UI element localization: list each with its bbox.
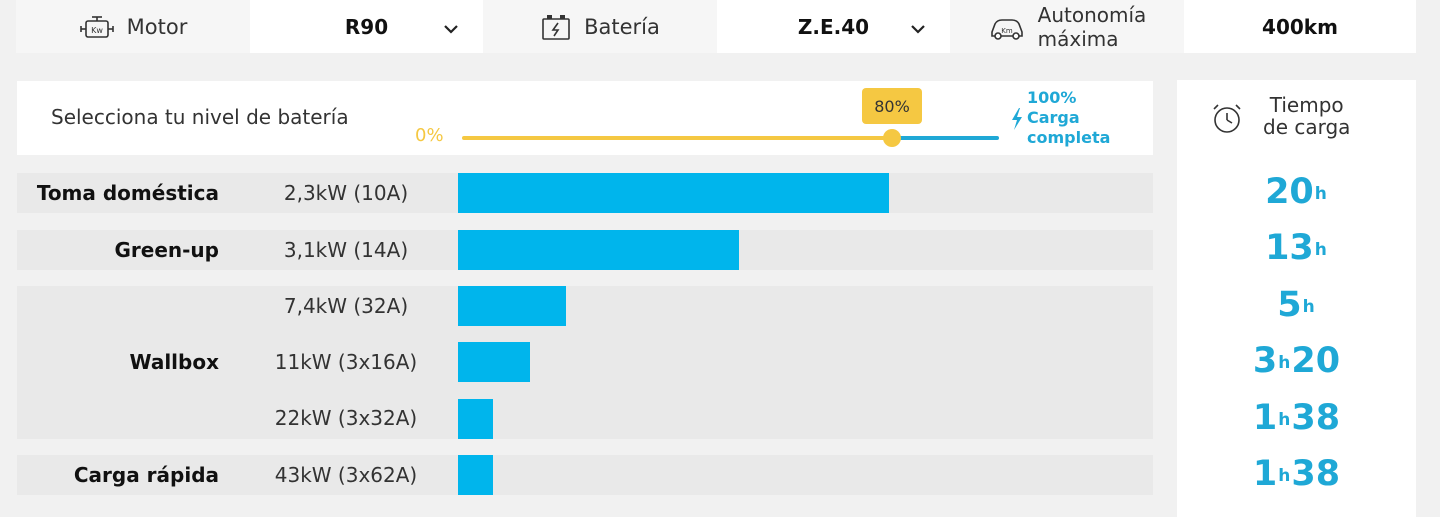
motor-kw-icon: Kw	[79, 13, 115, 41]
charge-bar	[458, 230, 739, 270]
category-label: Toma doméstica	[36, 181, 219, 205]
svg-text:Kw: Kw	[91, 26, 103, 35]
slider-max-pct: 100%	[1027, 88, 1077, 107]
power-label: 22kW (3x32A)	[274, 406, 418, 430]
power-label: 7,4kW (32A)	[283, 294, 409, 318]
charge-time-header-line1: Tiempo	[1269, 93, 1344, 117]
power-label: 3,1kW (14A)	[283, 238, 409, 262]
time-minutes: 38	[1291, 398, 1341, 438]
time-hour-unit: h	[1278, 410, 1291, 430]
range-label-cell: Km Autonomía máxima	[950, 0, 1184, 53]
time-hours: 13	[1265, 228, 1314, 268]
battery-label: Batería	[584, 14, 660, 39]
motor-label-cell: Kw Motor	[16, 0, 250, 53]
charge-bar	[458, 342, 530, 382]
slider-max-line1: Carga	[1027, 108, 1080, 127]
charge-bar	[458, 455, 493, 495]
charge-time: 5h	[1177, 285, 1416, 325]
stopwatch-icon	[1210, 101, 1244, 139]
time-hour-unit: h	[1278, 466, 1291, 486]
time-hour-unit: h	[1314, 240, 1327, 260]
motor-value: R90	[344, 14, 389, 39]
charge-time: 13h	[1177, 228, 1416, 268]
time-hours: 20	[1265, 172, 1314, 212]
time-hours: 3	[1252, 341, 1278, 381]
battery-select[interactable]: Z.E.40	[717, 0, 950, 53]
category-label: Carga rápida	[73, 463, 219, 487]
range-label-line1: Autonomía	[1037, 2, 1147, 27]
charge-time-panel: Tiempo de carga 20h 13h 5h 3h20 1h38 1h3…	[1177, 80, 1416, 517]
motor-select[interactable]: R90	[250, 0, 483, 53]
slider-track-filled[interactable]	[462, 136, 892, 140]
charge-bar	[458, 286, 566, 326]
charge-bar	[458, 399, 493, 439]
car-km-icon: Km	[988, 12, 1026, 42]
slider-min-label: 0%	[415, 125, 444, 146]
slider-max-line2: completa	[1027, 128, 1111, 147]
slider-title: Selecciona tu nivel de batería	[51, 105, 349, 129]
slider-value-tooltip: 80%	[862, 88, 922, 124]
category-label: Wallbox	[129, 350, 219, 374]
charge-time: 3h20	[1177, 341, 1416, 381]
chevron-down-icon[interactable]	[443, 18, 459, 42]
charge-time: 1h38	[1177, 454, 1416, 494]
charge-bar	[458, 173, 889, 213]
battery-icon	[540, 12, 572, 42]
battery-value: Z.E.40	[797, 14, 870, 39]
chevron-down-icon[interactable]	[910, 18, 926, 42]
charge-time: 1h38	[1177, 398, 1416, 438]
time-hours: 5	[1277, 285, 1302, 325]
time-hour-unit: h	[1302, 297, 1315, 317]
charge-time-header-line2: de carga	[1263, 115, 1351, 139]
row-bg-rapida	[17, 455, 1153, 495]
motor-label: Motor	[126, 14, 188, 39]
battery-level-panel: Selecciona tu nivel de batería 0% 80% 10…	[17, 81, 1153, 155]
range-label-line2: máxima	[1037, 26, 1119, 51]
row-bg-wallbox	[17, 286, 1153, 439]
power-label: 43kW (3x62A)	[274, 463, 418, 487]
power-label: 11kW (3x16A)	[274, 350, 418, 374]
lightning-icon	[1011, 108, 1023, 134]
power-label: 2,3kW (10A)	[283, 181, 409, 205]
time-hour-unit: h	[1278, 353, 1291, 373]
range-value: 400km	[1262, 14, 1338, 39]
time-minutes: 38	[1291, 454, 1341, 494]
slider-max-label: 100% Carga completa	[1027, 88, 1110, 148]
slider-track-remaining[interactable]	[892, 136, 999, 140]
range-value-cell: 400km	[1184, 0, 1416, 53]
range-label: Autonomía máxima	[1038, 3, 1147, 51]
svg-text:Km: Km	[1001, 27, 1013, 35]
charge-time: 20h	[1177, 172, 1416, 212]
time-hour-unit: h	[1314, 184, 1327, 204]
charge-time-header: Tiempo de carga	[1263, 94, 1350, 138]
selector-bar: Kw Motor R90 Batería Z.E.40	[16, 0, 1416, 53]
category-label: Green-up	[114, 238, 219, 262]
time-hours: 1	[1252, 398, 1278, 438]
time-hours: 1	[1252, 454, 1278, 494]
battery-label-cell: Batería	[483, 0, 717, 53]
slider-handle[interactable]	[883, 129, 901, 147]
time-minutes: 20	[1291, 341, 1341, 381]
